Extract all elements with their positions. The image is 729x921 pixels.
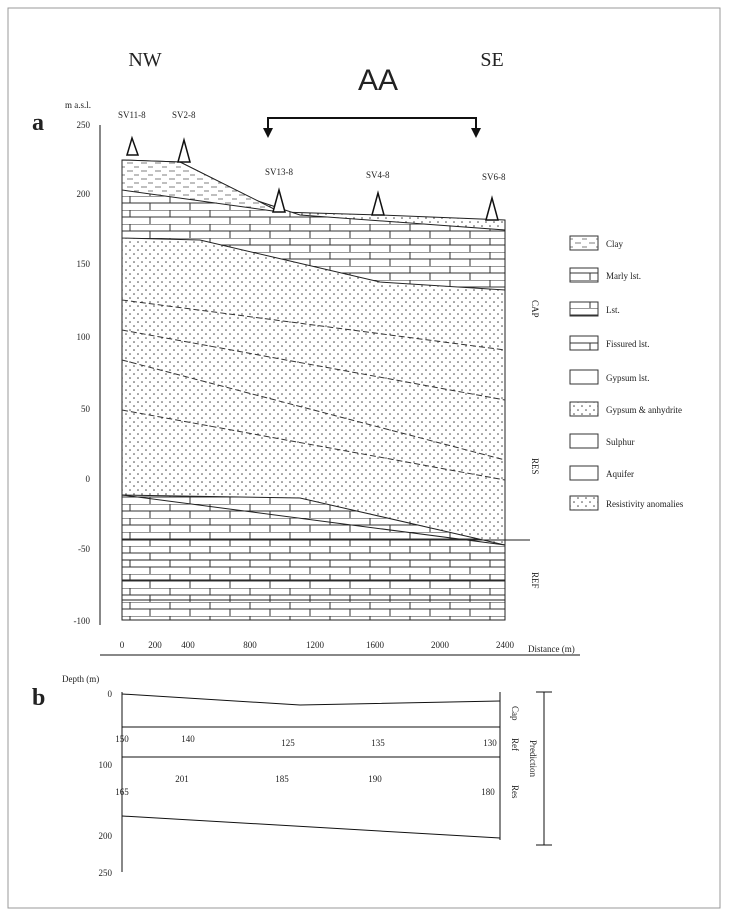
legend-label: Sulphur bbox=[606, 437, 635, 447]
axis-title: Depth (m) bbox=[62, 674, 99, 684]
legend-label: Lst. bbox=[606, 305, 620, 315]
x-label: 2000 bbox=[431, 640, 450, 650]
legend-label: Aquifer bbox=[606, 469, 634, 479]
well-label: SV4-8 bbox=[366, 170, 390, 180]
x-label: 400 bbox=[181, 640, 195, 650]
unit-label: REF bbox=[530, 572, 540, 589]
value-label: 135 bbox=[371, 738, 385, 748]
legend-label: Clay bbox=[606, 239, 623, 249]
well-label: SV2-8 bbox=[172, 110, 196, 120]
x-label: 0 bbox=[120, 640, 125, 650]
x-label: 1200 bbox=[306, 640, 325, 650]
axis-title: m a.s.l. bbox=[65, 100, 91, 110]
x-label: 2400 bbox=[496, 640, 515, 650]
se-label: SE bbox=[480, 49, 503, 71]
arrow-heads bbox=[263, 128, 481, 138]
y-label: 100 bbox=[77, 332, 91, 342]
value-label: 180 bbox=[481, 787, 495, 797]
y-label: 50 bbox=[81, 404, 91, 414]
legend bbox=[569, 235, 599, 511]
layer-boundaries bbox=[121, 693, 501, 839]
y-label: -100 bbox=[74, 616, 91, 626]
y-label: 0 bbox=[86, 474, 91, 484]
value-label: 165 bbox=[115, 787, 129, 797]
x-title: Distance (m) bbox=[528, 644, 575, 654]
value-label: 125 bbox=[281, 738, 295, 748]
well-label: SV13-8 bbox=[265, 167, 294, 177]
value-label: 190 bbox=[368, 774, 382, 784]
x-label: 200 bbox=[148, 640, 162, 650]
y-label: 250 bbox=[99, 868, 113, 878]
y-label: 150 bbox=[77, 259, 91, 269]
x-label: 1600 bbox=[366, 640, 385, 650]
nw-label: NW bbox=[128, 49, 161, 71]
y-label: 100 bbox=[99, 760, 113, 770]
x-label: 800 bbox=[243, 640, 257, 650]
unit-label: Ref bbox=[510, 738, 520, 751]
bracket bbox=[536, 691, 552, 846]
legend-label: Gypsum & anhydrite bbox=[606, 405, 682, 415]
section-body bbox=[121, 159, 530, 621]
legend-label: Resistivity anomalies bbox=[606, 499, 684, 509]
value-label: 150 bbox=[115, 734, 129, 744]
legend-label: Gypsum lst. bbox=[606, 373, 650, 383]
section-arrow bbox=[267, 117, 477, 132]
unit-label: Res bbox=[510, 785, 520, 799]
well-label: SV6-8 bbox=[482, 172, 506, 182]
panel-a-label: a bbox=[32, 110, 44, 136]
y-label: 250 bbox=[77, 120, 91, 130]
value-label: 130 bbox=[483, 738, 497, 748]
y-label: 200 bbox=[99, 831, 113, 841]
well-label: SV11-8 bbox=[118, 110, 146, 120]
unit-label: Cap bbox=[510, 706, 520, 721]
legend-label: Marly lst. bbox=[606, 271, 641, 281]
frame bbox=[7, 7, 721, 909]
value-label: 185 bbox=[275, 774, 289, 784]
section-label: AA bbox=[358, 64, 398, 97]
y-label: -50 bbox=[78, 544, 90, 554]
legend-label: Fissured lst. bbox=[606, 339, 650, 349]
wells bbox=[125, 135, 499, 221]
bracket-label: Prediction bbox=[528, 740, 538, 777]
value-label: 140 bbox=[181, 734, 195, 744]
y-label: 200 bbox=[77, 189, 91, 199]
value-label: 201 bbox=[175, 774, 189, 784]
y-label: 0 bbox=[108, 689, 113, 699]
unit-label: CAP bbox=[530, 300, 540, 318]
panel-b-label: b bbox=[32, 685, 45, 711]
unit-label: RES bbox=[530, 458, 540, 475]
